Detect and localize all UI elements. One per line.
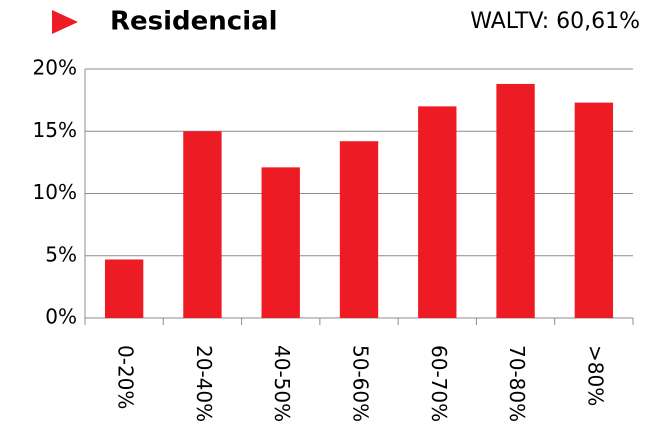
bar	[104, 259, 144, 318]
y-tick-label: 20%	[33, 56, 77, 80]
x-tick-label: >80%	[583, 345, 607, 406]
y-tick-label: 15%	[33, 118, 77, 142]
chart-subtitle: WALTV: 60,61%	[470, 9, 640, 34]
x-tick-label: 70-80%	[505, 345, 529, 422]
chart-title: Residencial	[110, 7, 278, 37]
x-tick-label: 20-40%	[192, 345, 216, 422]
x-tick-label: 50-60%	[349, 345, 373, 422]
x-tick-label: 40-50%	[270, 345, 294, 422]
bar	[496, 83, 535, 318]
y-tick-label: 10%	[33, 180, 77, 204]
bar	[339, 141, 379, 318]
y-tick-label: 5%	[45, 242, 77, 266]
bar	[418, 106, 457, 318]
x-tick-label: 60-70%	[427, 345, 451, 422]
x-tick-label: 0-20%	[114, 345, 138, 409]
bar	[183, 131, 222, 318]
title-marker	[52, 10, 78, 34]
bar	[574, 102, 614, 319]
y-tick-label: 0%	[45, 305, 77, 329]
bar	[261, 167, 300, 318]
